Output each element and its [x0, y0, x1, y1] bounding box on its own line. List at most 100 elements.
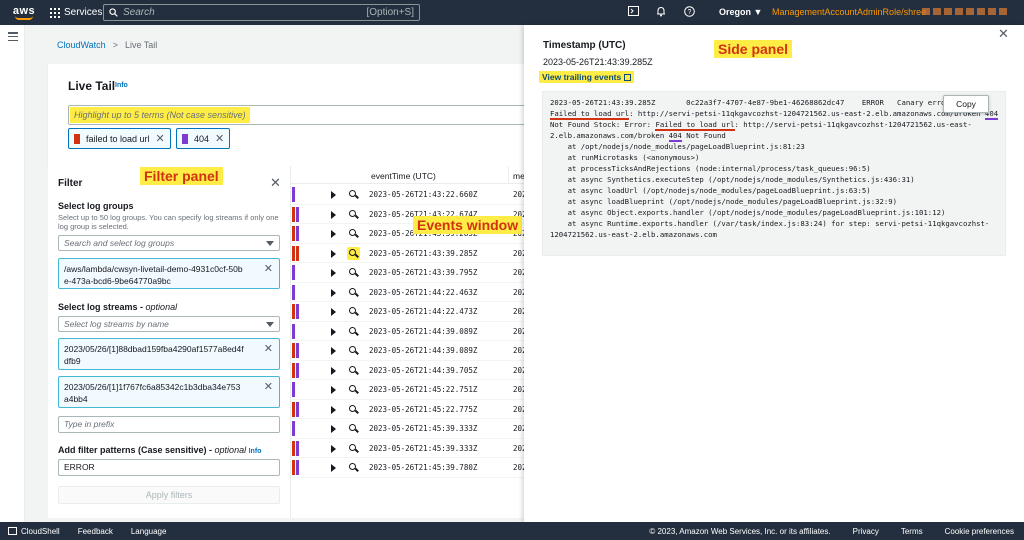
event-message: 202 [513, 268, 524, 277]
caret-down-icon [266, 321, 274, 327]
zoom-icon[interactable] [347, 227, 360, 240]
expand-icon[interactable] [331, 249, 336, 258]
copy-button[interactable]: Copy [943, 95, 989, 113]
filter-patterns-label-text: Add filter patterns (Case sensitive) - [58, 445, 215, 455]
highlight-bar [296, 362, 299, 378]
expand-icon[interactable] [331, 425, 336, 433]
zoom-icon[interactable] [347, 266, 360, 279]
apply-filters-button[interactable]: Apply filters [58, 486, 280, 504]
live-tail-header: Live Tail Info Highlight up to 5 terms (… [48, 64, 528, 168]
table-row[interactable]: 2023-05-26T21:45:39.780Z 202 [291, 458, 524, 478]
table-row[interactable]: 2023-05-26T21:43:22.674Z 202 [291, 205, 524, 224]
feedback-link[interactable]: Feedback [77, 526, 113, 536]
filter-pattern-input[interactable]: ERROR [58, 459, 280, 476]
log-streams-select[interactable]: Select log streams by name [58, 316, 280, 332]
help-icon[interactable]: ? [683, 5, 695, 17]
close-icon[interactable]: ✕ [215, 133, 225, 145]
terms-link[interactable]: Terms [900, 526, 923, 536]
zoom-icon[interactable] [347, 208, 360, 221]
zoom-icon[interactable] [347, 442, 360, 455]
region-selector[interactable]: Oregon ▼ [719, 7, 763, 17]
account-menu[interactable]: ManagementAccountAdminRole/shree [772, 7, 927, 17]
view-trailing-events-link[interactable]: View trailing events [539, 71, 635, 83]
table-row[interactable]: 2023-05-26T21:45:22.775Z 202 [291, 400, 524, 419]
highlight-input[interactable]: Highlight up to 5 terms (Not case sensit… [68, 105, 528, 125]
highlight-match: 404 [668, 131, 682, 142]
expand-icon[interactable] [331, 210, 336, 219]
expand-icon[interactable] [331, 191, 336, 199]
zoom-icon[interactable] [347, 286, 360, 299]
expand-icon[interactable] [331, 464, 336, 472]
expand-icon[interactable] [331, 308, 336, 316]
zoom-icon[interactable] [347, 246, 360, 260]
log-groups-select[interactable]: Search and select log groups [58, 235, 280, 251]
zoom-icon[interactable] [347, 305, 360, 318]
zoom-icon[interactable] [347, 344, 360, 357]
info-link[interactable]: Info [115, 82, 128, 89]
menu-icon[interactable] [8, 32, 18, 41]
close-icon[interactable]: ✕ [155, 133, 165, 145]
services-button[interactable]: Services [50, 7, 102, 18]
privacy-link[interactable]: Privacy [852, 526, 879, 536]
search-input[interactable]: Search [Option+S] [103, 4, 420, 21]
zoom-icon[interactable] [347, 403, 360, 416]
prefix-input[interactable]: Type in prefix [58, 416, 280, 433]
expand-icon[interactable] [331, 366, 336, 375]
zoom-icon[interactable] [347, 188, 360, 201]
zoom-icon[interactable] [347, 422, 360, 435]
column-message[interactable]: mes [513, 171, 524, 181]
caret-down-icon [266, 240, 274, 246]
expand-icon[interactable] [331, 288, 336, 297]
highlight-bar [296, 284, 299, 300]
cloudshell-icon[interactable] [627, 5, 639, 17]
event-time: 2023-05-26T21:44:39.089Z [369, 346, 478, 355]
breadcrumb-cloudwatch[interactable]: CloudWatch [57, 40, 106, 50]
left-rail [0, 25, 25, 522]
close-icon[interactable]: ✕ [998, 26, 1009, 41]
zoom-icon[interactable] [347, 383, 360, 396]
table-row[interactable]: 2023-05-26T21:44:22.473Z 202 [291, 302, 524, 322]
expand-icon[interactable] [331, 444, 336, 453]
cookie-preferences-link[interactable]: Cookie preferences [944, 526, 1014, 536]
bell-icon[interactable] [655, 5, 667, 17]
close-icon[interactable]: ✕ [263, 343, 273, 355]
expand-icon[interactable] [331, 405, 336, 414]
table-row[interactable]: 2023-05-26T21:44:22.463Z 202 [291, 283, 524, 302]
expand-icon[interactable] [331, 269, 336, 277]
aws-logo[interactable]: aws [6, 5, 42, 20]
expand-icon[interactable] [331, 386, 336, 394]
expand-icon[interactable] [331, 230, 336, 238]
log-streams-label-text: Select log streams - [58, 302, 146, 312]
zoom-icon[interactable] [347, 325, 360, 338]
table-row[interactable]: 2023-05-26T21:43:22.660Z 202 [291, 185, 524, 205]
table-row[interactable]: 2023-05-26T21:45:22.751Z 202 [291, 380, 524, 400]
table-row[interactable]: 2023-05-26T21:43:39.795Z 202 [291, 263, 524, 283]
redacted-account-id [922, 8, 1007, 15]
log-line: Not Found [681, 131, 726, 140]
close-icon[interactable]: ✕ [263, 381, 273, 393]
token-label: failed to load url [86, 133, 150, 144]
expand-icon[interactable] [331, 347, 336, 355]
cloudshell-link[interactable]: CloudShell [8, 527, 60, 536]
column-divider [508, 166, 509, 184]
event-time: 2023-05-26T21:44:39.089Z [369, 326, 478, 336]
close-icon[interactable]: ✕ [270, 175, 281, 190]
expand-icon[interactable] [331, 327, 336, 336]
language-link[interactable]: Language [130, 526, 167, 536]
table-row[interactable]: 2023-05-26T21:44:39.705Z 202 [291, 361, 524, 380]
highlight-bar [296, 265, 299, 280]
events-window: eventTime (UTC) mes 2023-05-26T21:43:22.… [291, 166, 524, 518]
zoom-icon[interactable] [347, 461, 360, 474]
table-row[interactable]: 2023-05-26T21:44:39.089Z 202 [291, 322, 524, 341]
table-row[interactable]: 2023-05-26T21:45:39.333Z 202 [291, 439, 524, 458]
close-icon[interactable]: ✕ [263, 263, 273, 275]
events-header: eventTime (UTC) mes [291, 166, 524, 184]
table-row[interactable]: 2023-05-26T21:44:39.089Z 202 [291, 341, 524, 361]
zoom-icon[interactable] [347, 364, 360, 377]
highlight-bar [292, 265, 295, 280]
column-event-time[interactable]: eventTime (UTC) [371, 171, 436, 181]
table-row[interactable]: 2023-05-26T21:43:39.285Z 202 [291, 243, 524, 263]
log-stream-name: 2023/05/26/[1]88dbad159fba4290af1577a8ed… [64, 344, 244, 366]
table-row[interactable]: 2023-05-26T21:45:39.333Z 202 [291, 419, 524, 439]
info-link[interactable]: Info [248, 448, 262, 455]
